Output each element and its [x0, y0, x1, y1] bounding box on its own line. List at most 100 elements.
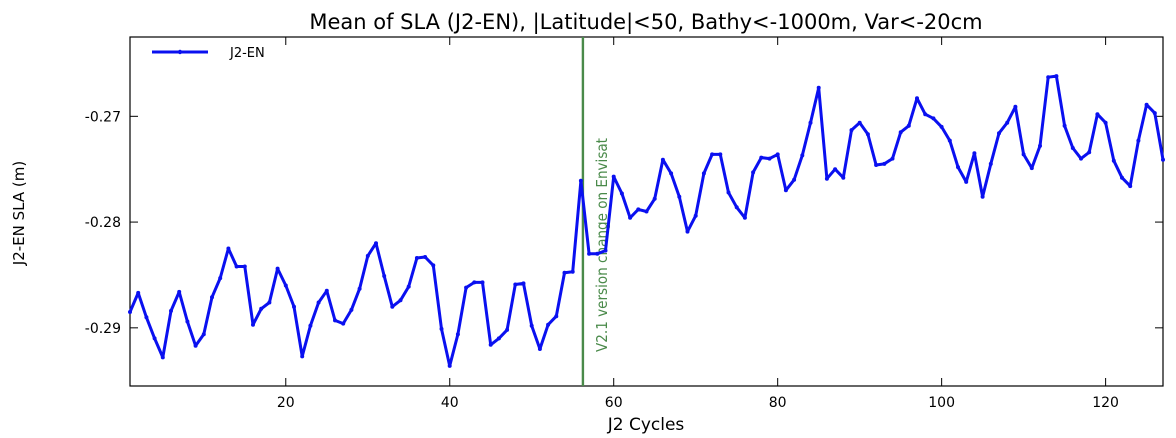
data-point — [636, 207, 641, 212]
data-point — [1087, 150, 1092, 155]
data-point — [669, 171, 674, 176]
data-point — [923, 112, 928, 117]
x-tick-label: 80 — [769, 395, 787, 411]
data-point — [1111, 158, 1116, 163]
data-point — [906, 123, 911, 128]
data-point — [1103, 120, 1108, 125]
data-point — [841, 175, 846, 180]
data-point — [792, 177, 797, 182]
data-point — [505, 327, 510, 332]
data-point — [587, 251, 592, 256]
data-point — [857, 120, 862, 125]
data-point — [316, 300, 321, 305]
data-point — [644, 209, 649, 214]
axes — [129, 36, 1164, 387]
x-tick-label: 120 — [1092, 395, 1119, 411]
data-point — [595, 251, 600, 256]
data-point — [431, 263, 436, 268]
data-point — [259, 306, 264, 311]
data-point — [849, 128, 854, 133]
data-point — [570, 269, 575, 274]
data-point — [800, 153, 805, 158]
data-point — [882, 161, 887, 166]
data-point — [251, 322, 255, 327]
data-point — [685, 229, 690, 234]
data-point — [890, 156, 895, 161]
data-point — [390, 304, 395, 309]
data-point — [414, 256, 419, 260]
data-point — [169, 308, 173, 313]
version-change-annotation: V2.1 version change on Envisat — [593, 138, 611, 352]
data-point — [275, 266, 280, 271]
data-point — [824, 176, 829, 181]
data-point — [611, 174, 616, 179]
data-point — [833, 167, 838, 172]
data-point — [1054, 74, 1059, 79]
data-point — [423, 255, 428, 259]
data-point — [1152, 111, 1157, 116]
data-point — [767, 156, 772, 161]
x-ticks: 20 40 60 80 100 120 — [277, 37, 1119, 411]
data-point — [1095, 112, 1100, 117]
data-point — [529, 323, 534, 328]
data-point — [521, 281, 526, 286]
y-ticks: -0.29 -0.28 -0.27 — [85, 109, 1163, 337]
data-point — [701, 171, 706, 176]
data-point — [472, 280, 477, 285]
y-tick-label: -0.27 — [85, 109, 121, 125]
data-point — [1021, 152, 1026, 157]
x-tick-label: 100 — [928, 395, 955, 411]
data-point — [972, 151, 977, 156]
data-point — [365, 253, 370, 258]
data-point — [947, 138, 952, 143]
data-point — [496, 336, 501, 341]
data-point — [759, 155, 764, 160]
data-point — [734, 205, 739, 210]
data-point — [808, 120, 813, 125]
plot-frame — [129, 36, 1164, 387]
data-point — [398, 298, 403, 303]
legend: J2-EN — [152, 46, 265, 61]
data-point — [292, 304, 296, 309]
data-point — [324, 288, 329, 293]
data-point — [464, 285, 469, 290]
data-point — [1120, 175, 1124, 180]
data-point — [742, 215, 747, 220]
data-point — [783, 188, 788, 193]
data-point — [693, 213, 698, 218]
data-point — [726, 190, 731, 195]
legend-label: J2-EN — [229, 46, 265, 61]
data-point — [677, 194, 682, 199]
data-point — [874, 163, 879, 167]
data-point — [988, 161, 993, 166]
data-point — [382, 274, 387, 278]
data-point — [915, 96, 919, 101]
data-point — [939, 124, 944, 129]
y-axis-label: J2-EN SLA (m) — [10, 161, 28, 266]
data-point — [1029, 166, 1034, 171]
data-point — [128, 310, 132, 314]
data-point — [136, 290, 141, 295]
data-point — [455, 332, 460, 337]
x-tick-label: 20 — [277, 395, 295, 411]
data-point — [660, 157, 665, 162]
data-point — [710, 152, 715, 157]
data-point — [980, 194, 985, 199]
series-j2-en — [128, 74, 1165, 368]
data-point — [242, 264, 247, 269]
data-point — [210, 295, 214, 300]
data-point — [652, 196, 657, 201]
data-point — [1005, 120, 1010, 125]
data-point — [546, 322, 551, 327]
data-point — [439, 326, 444, 331]
series-line-j2-en — [128, 74, 1165, 368]
data-point — [537, 347, 542, 351]
data-point — [956, 165, 960, 170]
data-point — [218, 276, 223, 281]
data-point — [341, 321, 346, 326]
data-point — [931, 116, 936, 121]
chart-title: Mean of SLA (J2-EN), |Latitude|<50, Bath… — [309, 10, 982, 35]
data-point — [1161, 157, 1165, 162]
data-point — [619, 191, 624, 196]
data-point — [1046, 75, 1051, 80]
